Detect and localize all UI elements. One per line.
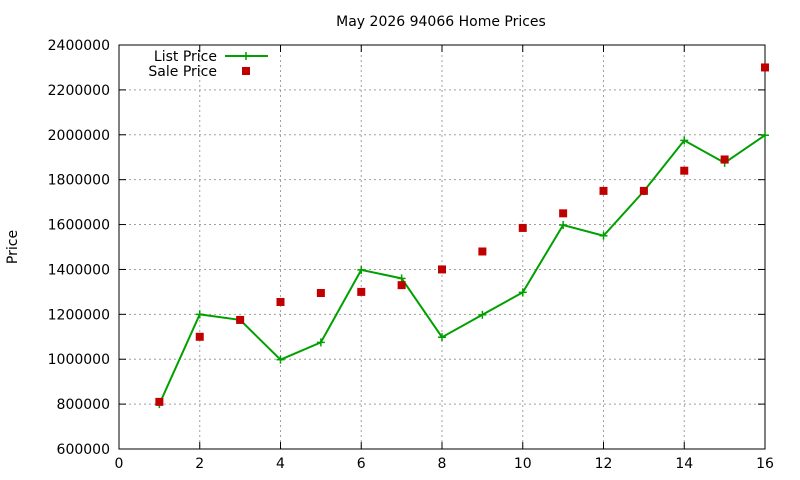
chart-title: May 2026 94066 Home Prices [336,14,546,30]
y-tick-label: 1400000 [48,262,110,278]
series-line-list-price [158,134,766,405]
x-tick-label: 8 [438,456,447,472]
data-point-list-price [438,333,446,342]
data-point-list-price [559,221,568,230]
data-point-sale-price [599,186,608,195]
y-tick-label: 2000000 [48,128,110,144]
data-point-sale-price [639,186,648,195]
y-axis-label: Price [5,230,21,264]
x-tick-label: 10 [514,456,532,472]
y-tick-label: 1200000 [48,307,110,323]
data-point-list-price [680,136,689,145]
x-tick-labels: 0 2 4 6 8 10 12 14 16 [115,456,774,472]
axis-ticks [118,44,766,450]
data-point-list-price [478,310,487,319]
data-point-sale-price [236,315,245,324]
x-tick-label: 6 [357,456,366,472]
legend-label-sale-price: Sale Price [148,64,217,80]
legend-swatch-marker-list-price [242,52,250,60]
data-point-sale-price [316,289,325,298]
data-point-sale-price [195,332,204,341]
y-tick-label: 1800000 [48,173,110,189]
data-point-list-price [195,310,204,319]
legend-swatch-marker-sale-price [242,67,250,75]
y-tick-label: 2200000 [48,83,110,99]
x-tick-label: 0 [115,456,124,472]
data-point-list-price [518,288,527,297]
y-tick-label: 1600000 [48,218,110,234]
y-tick-label: 2400000 [48,38,110,54]
data-point-list-price [599,231,608,240]
data-point-sale-price [478,247,487,256]
y-tick-label: 600000 [57,442,110,458]
x-tick-label: 14 [675,456,693,472]
data-point-sale-price [276,297,285,306]
y-tick-label: 1000000 [48,352,110,368]
data-point-list-price [276,355,285,364]
data-point-sale-price [155,397,164,406]
x-tick-label: 16 [756,456,774,472]
data-point-sale-price [438,265,446,274]
data-point-sale-price [761,63,769,72]
legend: List Price Sale Price [148,49,268,80]
grid-lines [119,45,765,449]
data-point-sale-price [559,209,568,218]
x-tick-label: 4 [276,456,285,472]
data-point-sale-price [720,155,729,164]
data-point-sale-price [397,281,406,290]
legend-swatches [225,52,268,75]
legend-label-list-price: List Price [154,49,217,65]
x-tick-label: 2 [195,456,204,472]
data-point-sale-price [357,287,366,296]
data-point-list-price [397,274,406,283]
series-layer [155,63,769,409]
x-tick-label: 12 [595,456,613,472]
data-point-list-price [316,338,325,347]
data-point-list-price [357,265,366,274]
y-tick-label: 800000 [57,397,110,413]
data-point-list-price [761,131,769,140]
data-point-sale-price [680,166,689,175]
y-tick-labels: 600000 800000 1000000 1200000 1400000 1600000… [48,38,110,458]
data-point-sale-price [518,223,527,232]
